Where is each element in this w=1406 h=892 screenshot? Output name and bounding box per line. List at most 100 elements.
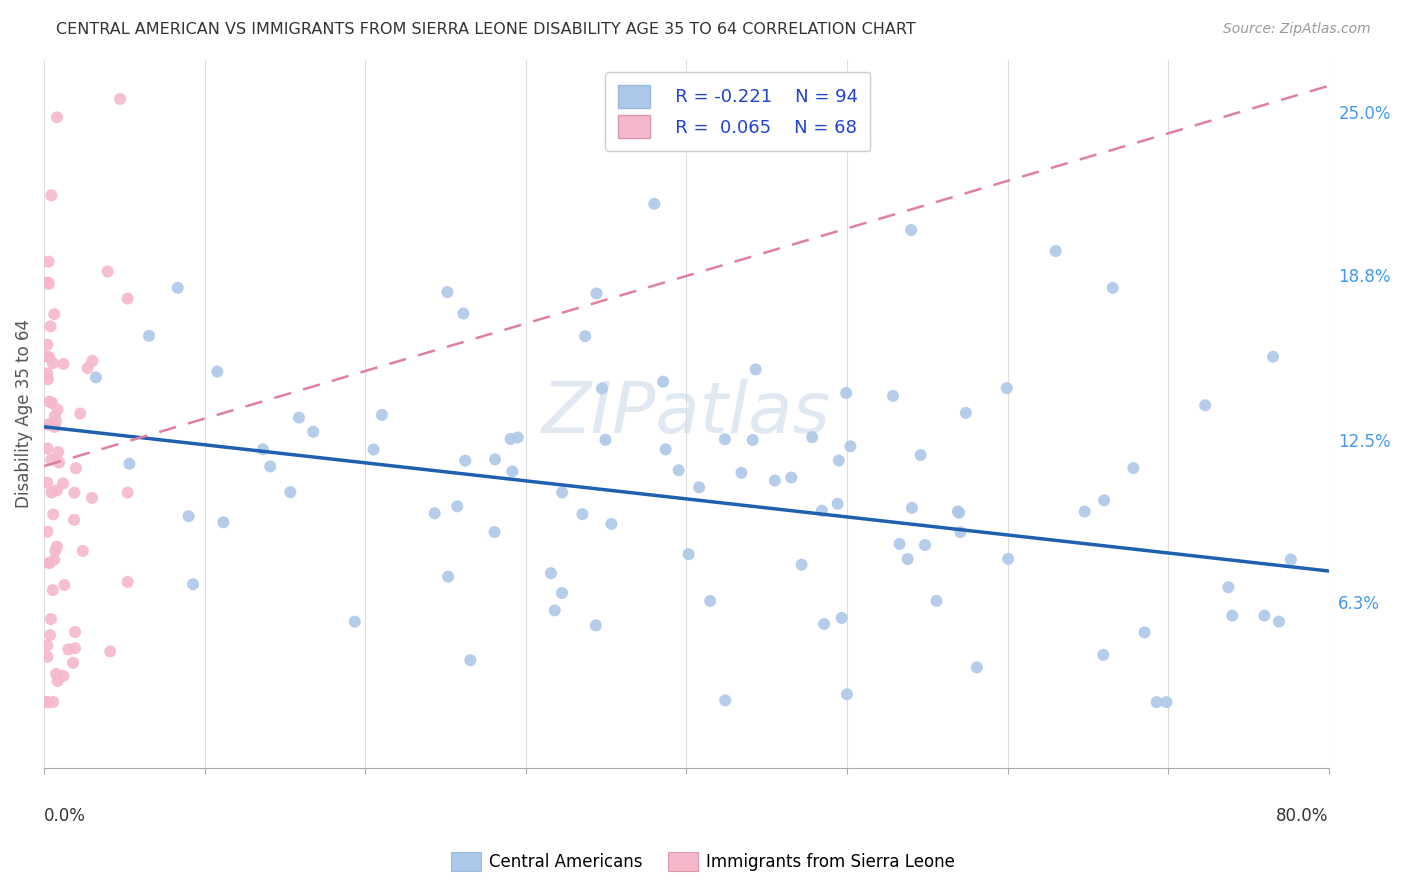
Point — [540, 566, 562, 581]
Point — [44, 552, 66, 566]
Point — [97, 264, 120, 278]
Point — [45, 415, 67, 429]
Point — [39, 612, 62, 626]
Point — [831, 611, 853, 625]
Point — [39, 319, 62, 334]
Point — [63, 641, 86, 656]
Point — [882, 389, 904, 403]
Point — [900, 223, 922, 237]
Point — [37, 649, 59, 664]
Point — [897, 552, 920, 566]
Point — [744, 362, 766, 376]
Point — [44, 543, 66, 558]
Point — [643, 197, 665, 211]
Point — [948, 506, 970, 520]
Point — [551, 586, 574, 600]
Point — [37, 276, 59, 290]
Point — [166, 281, 188, 295]
Point — [1279, 552, 1302, 566]
Point — [76, 361, 98, 376]
Point — [654, 442, 676, 457]
Y-axis label: Disability Age 35 to 64: Disability Age 35 to 64 — [15, 319, 32, 508]
Point — [98, 644, 121, 658]
Point — [37, 695, 59, 709]
Point — [1133, 625, 1156, 640]
Point — [138, 328, 160, 343]
Point — [506, 430, 529, 444]
Point — [38, 277, 60, 291]
Point — [585, 286, 607, 301]
Point — [42, 508, 65, 522]
Point — [454, 453, 477, 467]
Point — [1092, 648, 1115, 662]
Point — [38, 351, 60, 365]
Point — [730, 466, 752, 480]
Point — [259, 459, 281, 474]
Point — [835, 386, 858, 401]
Point — [544, 603, 567, 617]
Point — [484, 524, 506, 539]
Point — [42, 356, 65, 370]
Point — [1268, 615, 1291, 629]
Legend: Central Americans, Immigrants from Sierra Leone: Central Americans, Immigrants from Sierr… — [443, 843, 963, 880]
Point — [1156, 695, 1178, 709]
Point — [1101, 281, 1123, 295]
Point — [910, 448, 932, 462]
Point — [108, 92, 131, 106]
Point — [1218, 580, 1240, 594]
Point — [914, 538, 936, 552]
Point — [741, 433, 763, 447]
Point — [995, 381, 1018, 395]
Point — [955, 406, 977, 420]
Point — [453, 306, 475, 320]
Point — [790, 558, 813, 572]
Point — [84, 370, 107, 384]
Point — [37, 442, 59, 456]
Point — [591, 382, 613, 396]
Point — [46, 674, 69, 689]
Point — [37, 337, 59, 351]
Point — [652, 375, 675, 389]
Legend:    R = -0.221    N = 94,    R =  0.065    N = 68: R = -0.221 N = 94, R = 0.065 N = 68 — [605, 72, 870, 151]
Point — [423, 506, 446, 520]
Point — [678, 547, 700, 561]
Point — [118, 457, 141, 471]
Point — [436, 285, 458, 299]
Point — [69, 407, 91, 421]
Point — [45, 666, 67, 681]
Point — [45, 540, 67, 554]
Point — [1146, 695, 1168, 709]
Point — [288, 410, 311, 425]
Point — [571, 507, 593, 521]
Point — [499, 432, 522, 446]
Point — [38, 556, 60, 570]
Point — [82, 354, 104, 368]
Point — [501, 465, 523, 479]
Point — [278, 485, 301, 500]
Point — [1220, 608, 1243, 623]
Point — [551, 485, 574, 500]
Point — [966, 660, 988, 674]
Point — [460, 653, 482, 667]
Point — [946, 504, 969, 518]
Point — [997, 552, 1019, 566]
Point — [46, 445, 69, 459]
Point — [371, 408, 394, 422]
Point — [177, 509, 200, 524]
Point — [1073, 504, 1095, 518]
Point — [437, 569, 460, 583]
Point — [699, 594, 721, 608]
Point — [835, 687, 858, 701]
Point — [252, 442, 274, 457]
Point — [37, 475, 59, 490]
Point — [1122, 461, 1144, 475]
Point — [39, 452, 62, 467]
Point — [343, 615, 366, 629]
Text: 80.0%: 80.0% — [1277, 806, 1329, 824]
Point — [80, 491, 103, 505]
Point — [37, 350, 59, 364]
Point — [801, 430, 824, 444]
Text: Source: ZipAtlas.com: Source: ZipAtlas.com — [1223, 22, 1371, 37]
Point — [714, 693, 737, 707]
Point — [780, 470, 803, 484]
